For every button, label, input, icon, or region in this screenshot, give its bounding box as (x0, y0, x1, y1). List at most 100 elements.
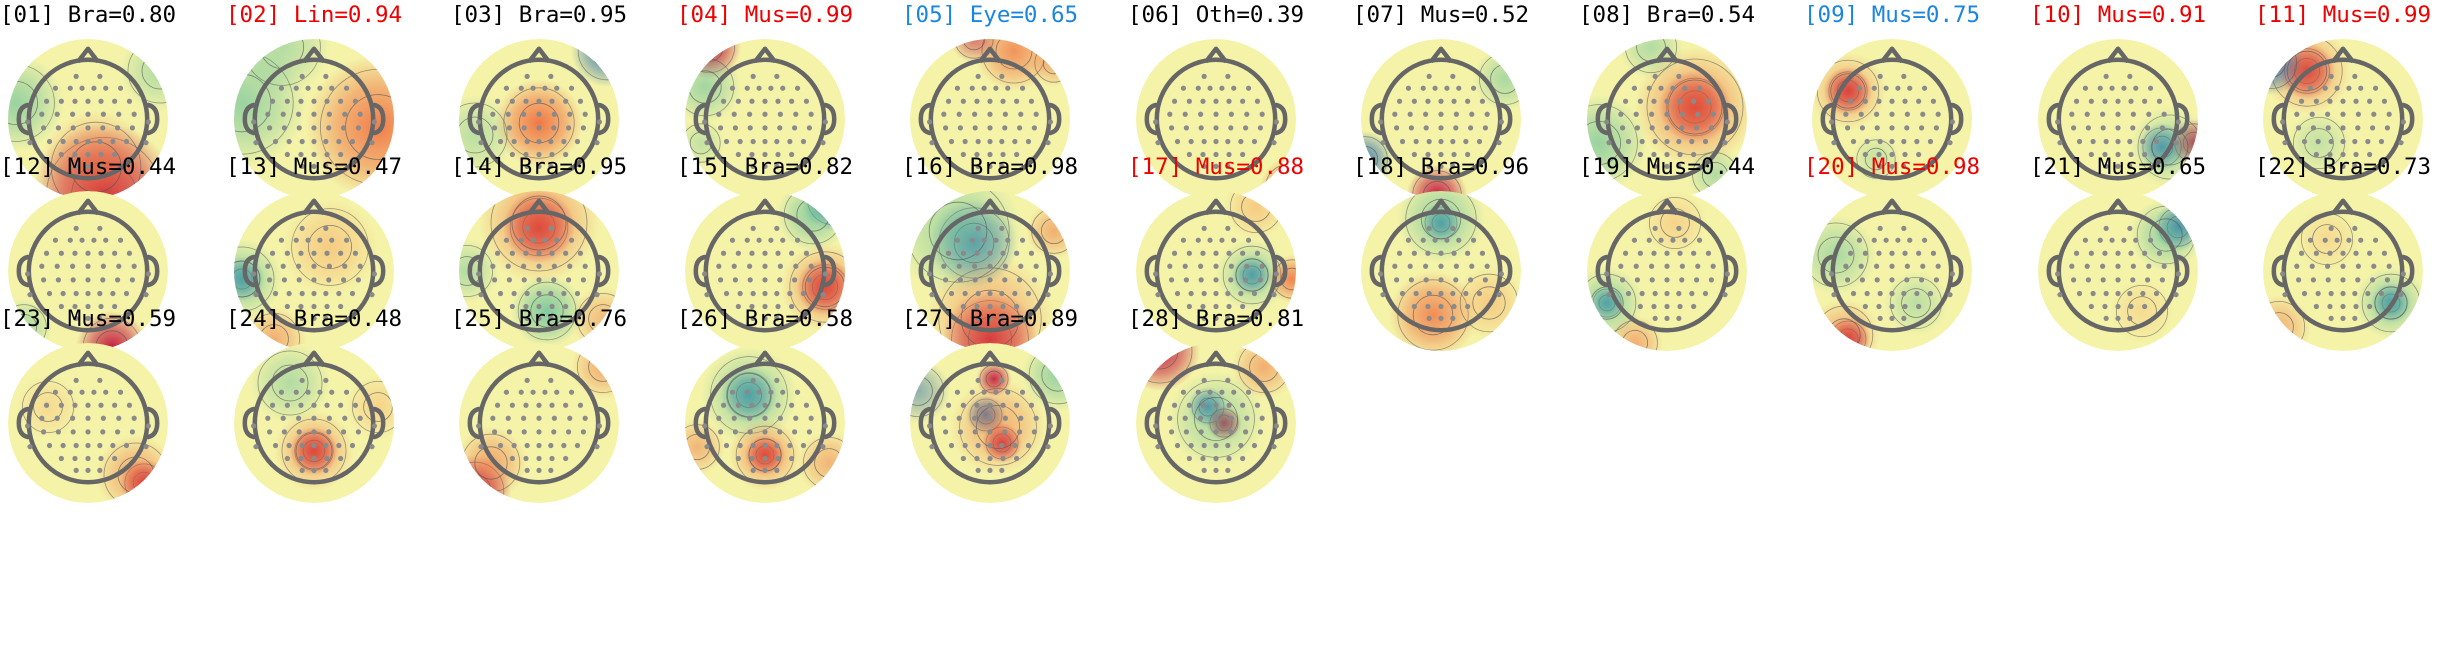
electrode (1213, 98, 1219, 104)
electrode (1451, 303, 1457, 310)
electrode (311, 163, 317, 169)
electrode (787, 442, 793, 449)
electrode (284, 402, 290, 408)
electrode (1889, 151, 1895, 158)
electrode (1889, 290, 1895, 297)
topomap-blob (950, 379, 1046, 475)
electrode (326, 111, 332, 117)
head-outline (1379, 57, 1503, 181)
electrode (789, 402, 795, 408)
electrode (1708, 277, 1714, 283)
electrode (143, 292, 149, 298)
electrode (956, 111, 962, 117)
electrode (735, 151, 741, 158)
electrode (775, 250, 781, 256)
electrode (329, 389, 335, 395)
electrode (1876, 250, 1882, 256)
electrode (1425, 250, 1431, 256)
electrode (1045, 292, 1051, 298)
electrode (1679, 111, 1685, 117)
electrode (1927, 290, 1934, 297)
electrode (1606, 292, 1612, 298)
electrode (476, 423, 482, 429)
electrode (536, 290, 542, 297)
electrode (1183, 429, 1189, 435)
nose (302, 350, 326, 368)
electrode (85, 290, 91, 297)
electrode (58, 455, 64, 462)
electrode (1637, 250, 1643, 256)
electrode (974, 250, 980, 256)
electrode (284, 151, 290, 158)
topomap-title: [11] Mus=0.99 (2255, 2, 2432, 28)
electrode (731, 111, 737, 117)
electrode (987, 467, 993, 473)
electrode (2146, 263, 2152, 269)
electrode (747, 429, 753, 435)
electrode (1228, 125, 1234, 131)
electrode (1620, 277, 1626, 283)
electrode (2340, 303, 2346, 310)
electrode (1259, 415, 1265, 421)
electrode (299, 290, 305, 297)
electrode (2130, 125, 2136, 131)
head-outline (928, 361, 1052, 485)
electrode (326, 263, 332, 269)
electrode (1425, 98, 1431, 104)
electrode (1201, 377, 1207, 383)
nose (753, 350, 777, 368)
electrode (987, 163, 993, 169)
right-ear (1047, 102, 1062, 136)
electrode (2280, 271, 2286, 277)
electrode (355, 125, 361, 131)
electrode (1691, 151, 1697, 158)
electrode (1633, 263, 1639, 269)
electrode (2100, 277, 2106, 283)
electrode (2115, 315, 2121, 321)
electrode (536, 151, 542, 158)
head-outline (1830, 209, 1954, 333)
electrode-group (25, 225, 151, 321)
topomap (1812, 191, 1972, 351)
electrode (718, 277, 724, 283)
electrode (2307, 85, 2314, 91)
electrode (561, 442, 567, 449)
electrode (100, 429, 106, 435)
electrode (2088, 303, 2094, 310)
electrode (46, 138, 53, 145)
left-ear (1144, 254, 1159, 288)
topomap-title: [09] Mus=0.75 (1804, 2, 1981, 28)
electrode (336, 290, 342, 297)
electrode (1465, 303, 1471, 310)
electrode-group (1829, 73, 1955, 169)
electrode (1012, 290, 1018, 297)
electrode (326, 277, 332, 283)
contour-line (962, 39, 986, 51)
electrode (1438, 263, 1444, 269)
electrode (1902, 250, 1908, 256)
electrode (777, 277, 783, 283)
electrode (1240, 250, 1246, 256)
nose (1655, 46, 1679, 64)
electrode (750, 290, 756, 297)
electrode (1201, 442, 1207, 449)
right-ear (2400, 254, 2415, 288)
electrode (1664, 138, 1670, 145)
electrode (1469, 263, 1475, 269)
electrode (1155, 292, 1161, 298)
electrode (775, 98, 781, 104)
electrode (1423, 263, 1429, 269)
electrode (1018, 415, 1024, 421)
electrode (1186, 303, 1192, 310)
contour-line (1901, 288, 1931, 318)
electrode (280, 415, 286, 421)
electrode (2328, 290, 2334, 297)
electrode (582, 415, 588, 421)
electrode (1874, 263, 1880, 269)
electrode (323, 467, 329, 473)
electrode (1183, 277, 1189, 283)
electrode (2334, 237, 2340, 243)
topomap-field (1587, 191, 1747, 351)
electrode (1396, 250, 1403, 256)
electrode (2327, 151, 2333, 158)
